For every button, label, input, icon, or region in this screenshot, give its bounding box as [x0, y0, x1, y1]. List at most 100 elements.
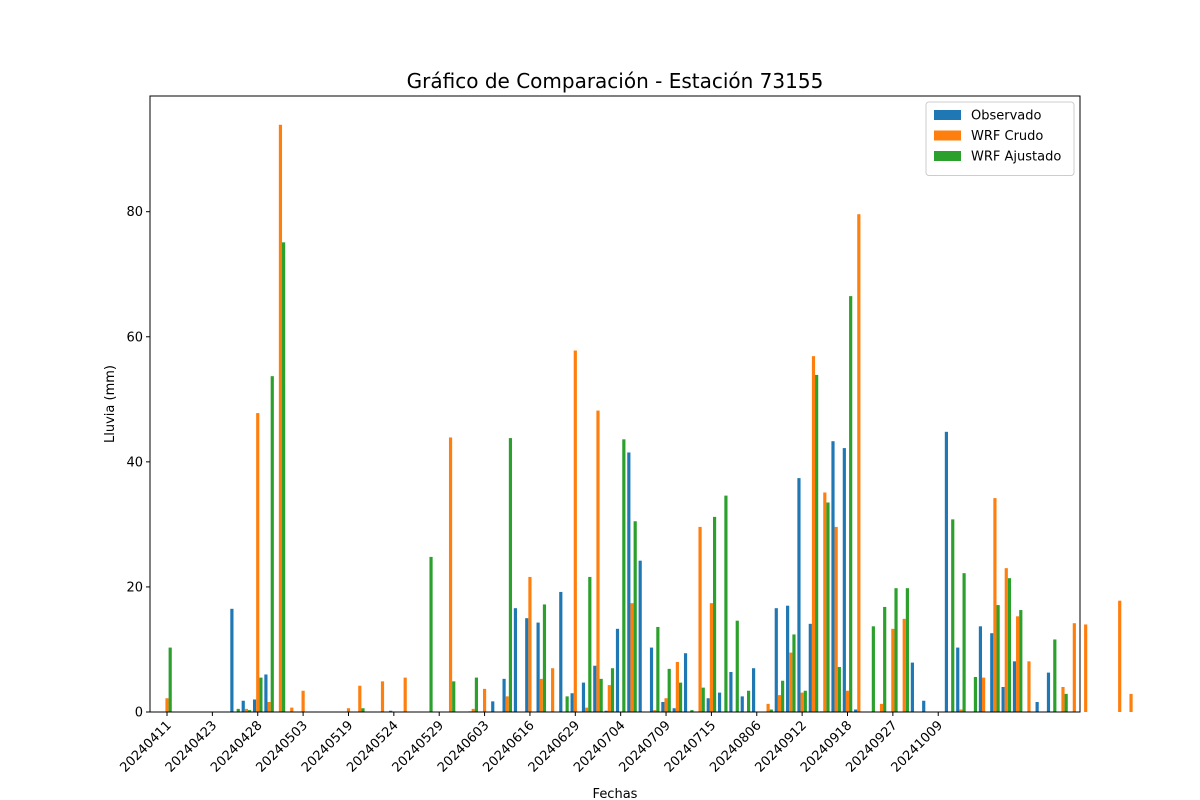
bar [653, 710, 657, 712]
legend-box [925, 101, 1075, 176]
bar [264, 674, 268, 712]
bar [675, 661, 679, 712]
bar [656, 626, 660, 712]
bar [661, 701, 665, 712]
y-axis-label: Lluvia (mm) [103, 365, 118, 443]
series-observado [230, 431, 1051, 712]
bar [982, 677, 986, 712]
bar [622, 439, 626, 712]
bar [525, 618, 529, 712]
bar [361, 708, 365, 712]
bar [672, 708, 676, 712]
bar [615, 628, 620, 712]
bar [922, 700, 926, 712]
bar [823, 492, 827, 712]
y-tick-label: 20 [126, 580, 143, 595]
bar [585, 707, 589, 712]
bar [588, 576, 592, 712]
bar [542, 604, 547, 712]
bar [905, 588, 909, 712]
bar [993, 498, 997, 712]
bar [471, 708, 475, 712]
bar [448, 437, 453, 712]
bar [706, 698, 710, 712]
bar [854, 709, 858, 712]
bar [513, 608, 518, 712]
bar [735, 620, 739, 712]
bar [505, 696, 509, 712]
y-tick-label: 80 [126, 205, 143, 220]
legend-label: WRF Crudo [971, 129, 1043, 144]
y-tick-label: 40 [126, 455, 143, 470]
bar [252, 699, 257, 712]
bar [717, 692, 722, 712]
bar [774, 608, 778, 712]
bar [834, 526, 838, 712]
bar [1084, 624, 1088, 712]
bar [1001, 686, 1005, 712]
bar [559, 591, 563, 712]
bar [826, 502, 830, 712]
bar [752, 668, 756, 712]
bar [1027, 661, 1031, 712]
bar [701, 687, 705, 712]
bar [551, 668, 555, 712]
bar [1118, 600, 1122, 712]
bar [1016, 616, 1020, 712]
bar [573, 350, 577, 712]
bars-layer [165, 124, 1133, 712]
bar [786, 605, 790, 712]
bar [633, 521, 637, 712]
bar [429, 556, 433, 712]
bar [380, 681, 385, 712]
bar [346, 708, 351, 712]
plot-background [150, 96, 1080, 712]
bar [857, 214, 861, 712]
bar [831, 441, 835, 712]
bar [698, 526, 702, 712]
bar [803, 690, 807, 712]
bar [638, 560, 642, 712]
bar [800, 692, 804, 712]
legend-swatch [934, 130, 961, 141]
bar [1035, 701, 1039, 712]
bar [452, 681, 456, 712]
bar [1019, 610, 1023, 712]
bar [690, 710, 694, 712]
bar [811, 356, 816, 712]
bar [599, 678, 603, 712]
bar [709, 603, 713, 712]
bar [1129, 693, 1133, 712]
bar [879, 703, 884, 712]
bar [593, 665, 597, 712]
bar [683, 653, 688, 712]
bar [491, 701, 495, 712]
bar [951, 519, 955, 712]
bar [815, 374, 819, 712]
bar [581, 682, 586, 712]
bar [962, 573, 966, 712]
bar [777, 695, 782, 712]
bar [241, 700, 245, 712]
plot-area [150, 96, 1080, 712]
y-tick-label: 60 [126, 330, 143, 345]
bar [301, 690, 305, 712]
bar [536, 622, 540, 712]
bar [712, 516, 717, 712]
bar [168, 647, 172, 712]
plot-frame [149, 95, 1081, 713]
bar [508, 438, 513, 712]
bar [978, 626, 983, 712]
chart-title: Gráfico de Comparación - Estación 73155 [407, 69, 824, 93]
bar [797, 478, 801, 712]
bar [282, 242, 286, 712]
bar [607, 685, 611, 712]
bar [769, 709, 773, 712]
bar [165, 698, 169, 712]
x-axis-label: Fechas [593, 787, 638, 800]
bar [990, 633, 994, 712]
bar [729, 671, 733, 712]
bar [570, 693, 574, 712]
